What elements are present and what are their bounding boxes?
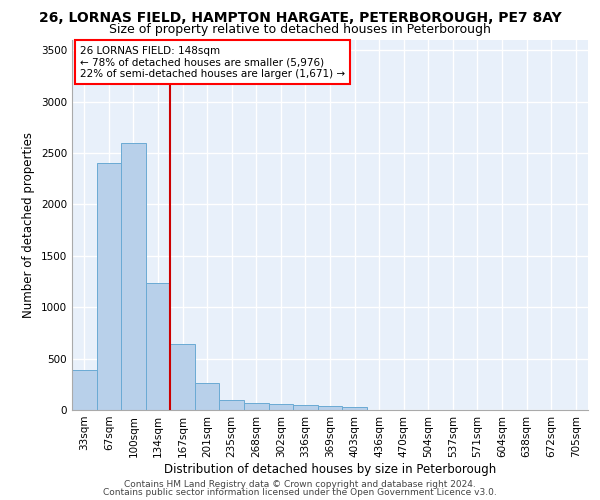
Bar xyxy=(170,344,195,410)
Bar xyxy=(72,370,97,410)
Text: 26 LORNAS FIELD: 148sqm
← 78% of detached houses are smaller (5,976)
22% of semi: 26 LORNAS FIELD: 148sqm ← 78% of detache… xyxy=(80,46,345,79)
Bar xyxy=(244,404,269,410)
Bar xyxy=(146,282,170,410)
Bar xyxy=(121,143,146,410)
Text: Size of property relative to detached houses in Peterborough: Size of property relative to detached ho… xyxy=(109,22,491,36)
Text: 26, LORNAS FIELD, HAMPTON HARGATE, PETERBOROUGH, PE7 8AY: 26, LORNAS FIELD, HAMPTON HARGATE, PETER… xyxy=(38,11,562,25)
Bar xyxy=(195,384,220,410)
Bar xyxy=(318,406,342,410)
X-axis label: Distribution of detached houses by size in Peterborough: Distribution of detached houses by size … xyxy=(164,462,496,475)
Bar xyxy=(220,400,244,410)
Bar xyxy=(97,164,121,410)
Bar xyxy=(293,405,318,410)
Text: Contains public sector information licensed under the Open Government Licence v3: Contains public sector information licen… xyxy=(103,488,497,497)
Text: Contains HM Land Registry data © Crown copyright and database right 2024.: Contains HM Land Registry data © Crown c… xyxy=(124,480,476,489)
Y-axis label: Number of detached properties: Number of detached properties xyxy=(22,132,35,318)
Bar xyxy=(269,404,293,410)
Bar xyxy=(342,408,367,410)
